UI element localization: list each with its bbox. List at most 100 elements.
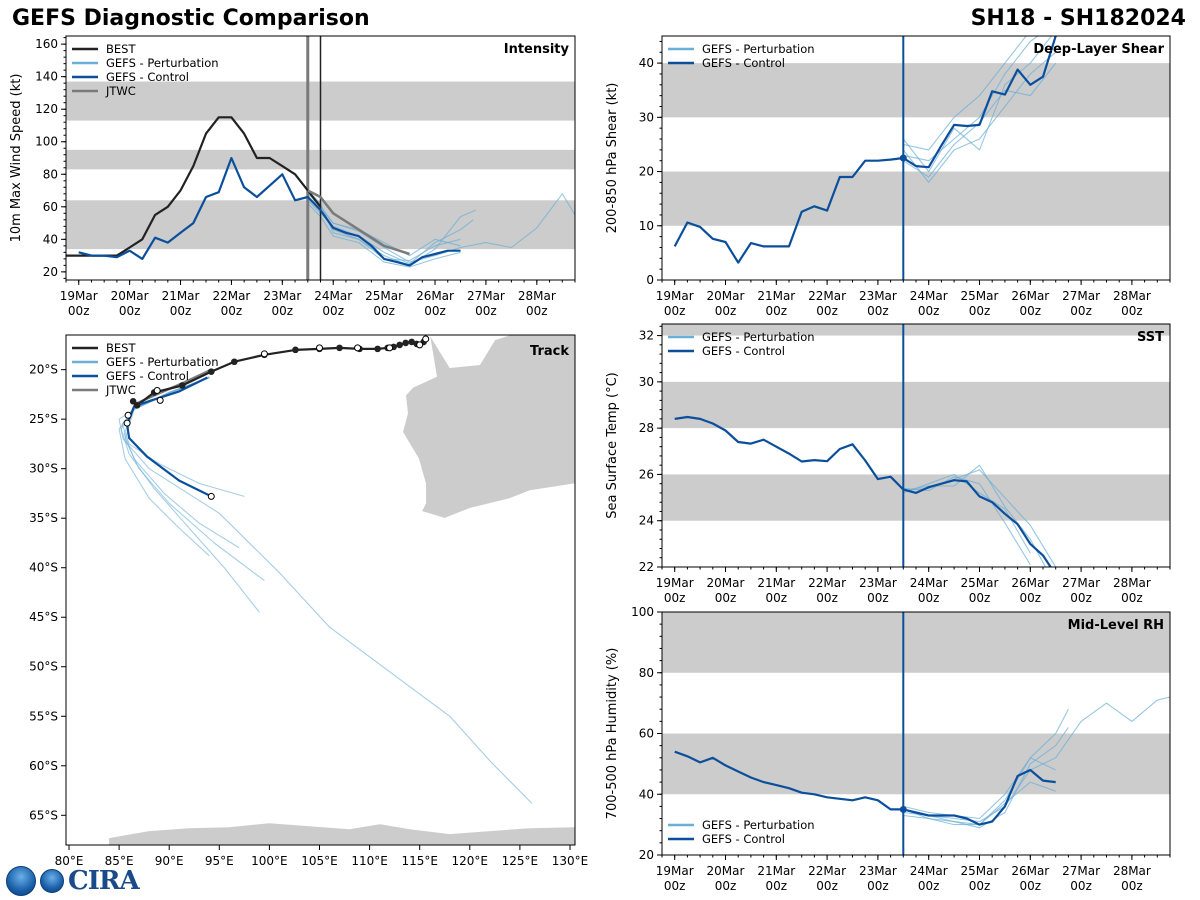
track-forecast-point (260, 350, 268, 358)
intensity-perturbation-line-3 (307, 190, 461, 262)
track-xtick-label: 110°E (351, 854, 388, 868)
panel-rh: 2040608010019Mar00z20Mar00z21Mar00z22Mar… (605, 605, 1171, 893)
rh-init-marker (899, 805, 907, 813)
track-control-line (125, 376, 212, 498)
intensity-plot-area (66, 36, 575, 280)
rh-xtick-hour: 00z (867, 879, 889, 893)
track-xtick-label: 95°E (205, 854, 234, 868)
sst-xtick-date: 24Mar (910, 576, 948, 590)
track-frame (65, 334, 576, 846)
track-best-point (336, 344, 343, 352)
rh-legend-label: GEFS - Control (702, 832, 785, 846)
sst-xtick-date: 25Mar (961, 576, 999, 590)
track-best-point (129, 398, 137, 405)
shear-ytick-label: 10 (639, 219, 654, 233)
page-title: GEFS Diagnostic Comparison (12, 6, 370, 31)
intensity-panel-title: Intensity (504, 42, 570, 57)
sst-ytick-label: 22 (639, 560, 654, 574)
sst-xtick-hour: 00z (766, 591, 788, 605)
cira-globe-icon (40, 869, 64, 893)
track-plot-area (109, 335, 575, 845)
rh-panel-title: Mid-Level RH (1068, 618, 1164, 633)
intensity-ytick-label: 160 (35, 37, 58, 51)
shear-xtick-date: 20Mar (707, 289, 745, 303)
intensity-xtick-hour: 00z (221, 304, 243, 318)
antarctica-landmass (109, 823, 575, 845)
intensity-control-line (78, 156, 461, 267)
track-legend-label: JTWC (105, 383, 136, 397)
rh-xtick-date: 22Mar (808, 864, 846, 878)
shear-perturbation-line-2 (903, 36, 1039, 162)
intensity-ytick-label: 60 (43, 200, 58, 214)
cira-logo-text: CIRA (68, 866, 140, 896)
rh-xtick-hour: 00z (1070, 879, 1092, 893)
intensity-legend-label: JTWC (105, 84, 136, 98)
track-perturbation-line-5 (124, 377, 265, 582)
track-forecast-point (207, 492, 215, 500)
track-best-point (374, 345, 381, 353)
track-best-point (402, 339, 409, 347)
intensity-perturbation-line-5 (307, 196, 461, 257)
track-forecast-point (124, 411, 132, 419)
shear-perturbation-line-3 (903, 36, 1027, 151)
track-legend-label: GEFS - Control (106, 369, 189, 383)
track-ytick-label: 20°S (29, 363, 58, 377)
rh-ytick-label: 40 (639, 787, 654, 801)
sst-xtick-date: 26Mar (1011, 576, 1049, 590)
shear-xtick-hour: 00z (1121, 304, 1143, 318)
shear-xtick-hour: 00z (918, 304, 940, 318)
track-best-point (396, 341, 403, 349)
shear-xtick-hour: 00z (1020, 304, 1042, 318)
sst-xtick-date: 23Mar (859, 576, 897, 590)
track-perturbation-line-1 (121, 377, 245, 497)
intensity-legend-label: GEFS - Perturbation (106, 56, 219, 70)
shear-xtick-hour: 00z (816, 304, 838, 318)
track-forecast-point (422, 335, 430, 343)
intensity-xtick-hour: 00z (68, 304, 90, 318)
sst-xtick-hour: 00z (715, 591, 737, 605)
track-forecast-point (416, 341, 424, 349)
intensity-xtick-date: 28Mar (518, 289, 556, 303)
shear-xtick-date: 25Mar (961, 289, 999, 303)
rh-ytick-label: 100 (631, 605, 654, 619)
rh-ytick-label: 20 (639, 848, 654, 862)
rh-xtick-date: 28Mar (1113, 864, 1151, 878)
intensity-ytick-label: 80 (43, 167, 58, 181)
track-best-point (178, 382, 186, 389)
rh-xtick-hour: 00z (1121, 879, 1143, 893)
intensity-xtick-hour: 00z (475, 304, 497, 318)
intensity-legend-label: BEST (106, 42, 136, 56)
rh-xtick-hour: 00z (715, 879, 737, 893)
sst-xtick-date: 19Mar (656, 576, 694, 590)
rh-xtick-date: 27Mar (1062, 864, 1100, 878)
rh-xtick-hour: 00z (969, 879, 991, 893)
intensity-xtick-date: 27Mar (467, 289, 505, 303)
sst-xtick-hour: 00z (816, 591, 838, 605)
intensity-xtick-date: 23Mar (263, 289, 301, 303)
track-best-point (408, 338, 415, 346)
sst-plot-area (662, 324, 1170, 567)
intensity-ytick-label: 120 (35, 102, 58, 116)
sst-xtick-date: 21Mar (757, 576, 795, 590)
sst-band-2 (662, 324, 1170, 336)
noaa-logo-icon (6, 866, 36, 896)
rh-ytick-label: 60 (639, 727, 654, 741)
track-xtick-label: 125°E (502, 854, 539, 868)
shear-xtick-date: 28Mar (1113, 289, 1151, 303)
intensity-xtick-date: 19Mar (60, 289, 98, 303)
rh-xtick-date: 21Mar (757, 864, 795, 878)
rh-xtick-date: 25Mar (961, 864, 999, 878)
intensity-xtick-date: 26Mar (416, 289, 454, 303)
rh-band-1 (662, 612, 1170, 673)
panel-track: 80°E 85°E 90°E 95°E 100°E 105°E 110°E 115°E 120°… (29, 334, 588, 868)
intensity-ylabel: 10m Max Wind Speed (kt) (9, 74, 24, 243)
intensity-xtick-hour: 00z (170, 304, 192, 318)
track-xtick-label: 100°E (251, 854, 288, 868)
track-ytick-label: 60°S (29, 759, 58, 773)
track-xtick-label: 115°E (401, 854, 438, 868)
shear-init-marker (899, 154, 907, 162)
panel-sst: 22242628303219Mar00z20Mar00z21Mar00z22Ma… (605, 323, 1171, 605)
track-xtick-label: 120°E (452, 854, 489, 868)
sst-panel-title: SST (1137, 330, 1164, 345)
storm-id-title: SH18 - SH182024 (970, 6, 1186, 31)
